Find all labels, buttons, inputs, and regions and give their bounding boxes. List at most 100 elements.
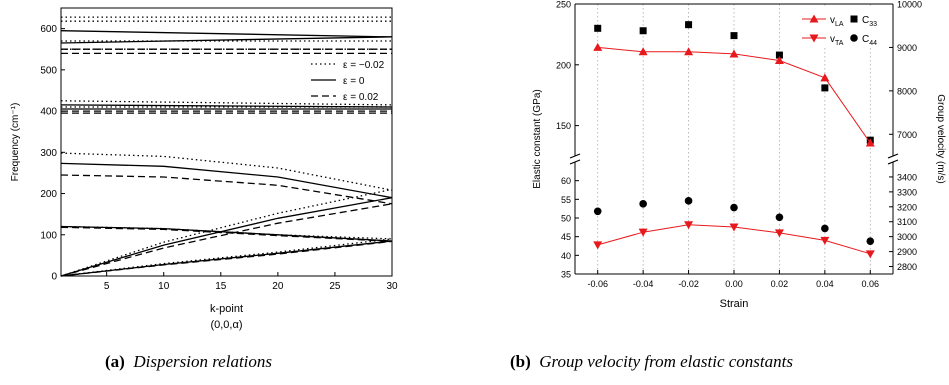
y2-tick-label: 2900 xyxy=(897,247,917,257)
x-axis-label: Strain xyxy=(720,298,749,310)
y-axis-label: Frequency (cm⁻¹) xyxy=(10,103,21,182)
point-vLA xyxy=(865,138,875,147)
band-solid-0 xyxy=(60,30,393,38)
point-C33 xyxy=(821,84,829,92)
group-velocity-chart: -0.06 -0.04 -0.02 0.00 0.02 0.04 0.06 150 200 250… xyxy=(532,0,946,310)
band-dashed-5 xyxy=(60,226,393,243)
point-C44 xyxy=(593,207,602,216)
x-axis-label: k-point xyxy=(210,303,243,315)
band-dashed-6 xyxy=(60,203,393,277)
x-tick-label: 0.02 xyxy=(771,279,789,289)
caption-group-velocity-label: (b) xyxy=(510,352,531,371)
point-C33 xyxy=(685,21,693,29)
axis-break-mark xyxy=(569,153,581,159)
point-vLA xyxy=(684,47,694,56)
point-vTA xyxy=(638,228,648,237)
x-tick-label: 30 xyxy=(386,281,398,292)
x-tick-label: -0.02 xyxy=(678,279,699,289)
band-dotted-9 xyxy=(60,238,393,277)
legend: ε = −0.02 ε = 0 ε = 0.02 xyxy=(311,60,385,103)
y-tick-label: 55 xyxy=(561,195,571,205)
legend-marker-vLA xyxy=(809,14,819,23)
x-tick-label: 20 xyxy=(272,281,284,292)
x-tick-label: 0.00 xyxy=(725,279,743,289)
y-tick-label: 200 xyxy=(40,189,57,200)
legend-label: ε = 0 xyxy=(343,76,365,87)
x-tick-label: 10 xyxy=(158,281,170,292)
y-tick-label: 500 xyxy=(40,65,57,76)
point-vTA xyxy=(820,236,830,245)
legend-label: ε = 0.02 xyxy=(343,92,379,103)
y-tick-label: 250 xyxy=(556,0,571,10)
legend-subscript: 44 xyxy=(869,40,877,47)
plot-frame xyxy=(60,7,393,277)
point-C44 xyxy=(866,237,875,245)
x-tick-label: 15 xyxy=(215,281,227,292)
y-axis-label: Elastic constant (GPa) xyxy=(532,89,543,188)
band-solid-1 xyxy=(60,36,393,44)
point-vTA xyxy=(729,223,739,232)
legend-marker-C44 xyxy=(850,34,858,42)
point-vTA xyxy=(593,241,603,250)
point-C33 xyxy=(775,51,783,59)
y-tick-label: 300 xyxy=(40,148,57,159)
point-vTA xyxy=(865,250,875,259)
point-vTA xyxy=(684,221,694,230)
point-vLA xyxy=(593,42,603,51)
point-vTA xyxy=(774,229,784,238)
point-C44 xyxy=(775,213,784,222)
legend-subscript: LA xyxy=(835,21,844,28)
caption-group-velocity-text: Group velocity from elastic constants xyxy=(539,352,793,371)
axis-break-mark xyxy=(887,159,899,165)
axis-break-mark xyxy=(569,159,581,165)
y-tick-label: 150 xyxy=(556,121,571,131)
y-tick-label: 40 xyxy=(561,251,571,261)
dispersion-chart: 5 10 15 20 25 300100200300400500600Frequency … xyxy=(10,7,398,331)
y2-tick-label: 7000 xyxy=(897,130,917,140)
y-tick-label: 400 xyxy=(40,107,57,118)
band-dashed-4 xyxy=(60,174,393,205)
y2-tick-label: 9000 xyxy=(897,43,917,53)
x-tick-label: 5 xyxy=(104,281,110,292)
caption-group-velocity: (b) Group velocity from elastic constant… xyxy=(510,352,793,372)
x-tick-label: 0.04 xyxy=(816,279,834,289)
legend-marker-C33 xyxy=(850,15,858,23)
y-tick-label: 35 xyxy=(561,270,571,280)
y-tick-label: 60 xyxy=(561,176,571,186)
band-dotted-6 xyxy=(60,152,393,191)
y-tick-label: 45 xyxy=(561,232,571,242)
caption-dispersion-label: (a) xyxy=(105,352,125,371)
point-C33 xyxy=(594,24,602,32)
point-C44 xyxy=(684,197,693,205)
band-solid-4 xyxy=(60,162,393,199)
y-tick-label: 600 xyxy=(40,24,57,35)
y2-tick-label: 3400 xyxy=(897,172,917,182)
point-vLA xyxy=(774,55,784,64)
point-C33 xyxy=(730,32,738,40)
legend-subscript: TA xyxy=(835,40,844,47)
caption-dispersion-text: Dispersion relations xyxy=(133,352,273,371)
x-tick-label: 0.06 xyxy=(862,279,880,289)
band-dotted-8 xyxy=(60,188,393,277)
y-tick-label: 200 xyxy=(556,60,571,70)
point-vLA xyxy=(638,47,648,56)
legend-label: ε = −0.02 xyxy=(343,60,385,71)
y2-tick-label: 10000 xyxy=(897,0,922,10)
point-C44 xyxy=(821,224,829,233)
legend-subscript: 33 xyxy=(869,21,877,28)
point-C33 xyxy=(639,27,647,35)
band-dotted-4 xyxy=(60,100,393,106)
y2-tick-label: 8000 xyxy=(897,86,917,96)
y2-tick-label: 3200 xyxy=(897,202,917,212)
band-solid-6 xyxy=(60,197,393,277)
y2-axis-label: Group velocity (m/s) xyxy=(935,94,946,183)
axis-break-mark xyxy=(887,153,899,159)
x-axis-sublabel: (0,0,α) xyxy=(210,319,242,331)
y2-tick-label: 3000 xyxy=(897,232,917,242)
x-tick-label: -0.06 xyxy=(587,279,608,289)
point-C44 xyxy=(730,203,738,212)
legend-marker-vTA xyxy=(809,34,819,43)
y-tick-label: 0 xyxy=(51,272,57,283)
